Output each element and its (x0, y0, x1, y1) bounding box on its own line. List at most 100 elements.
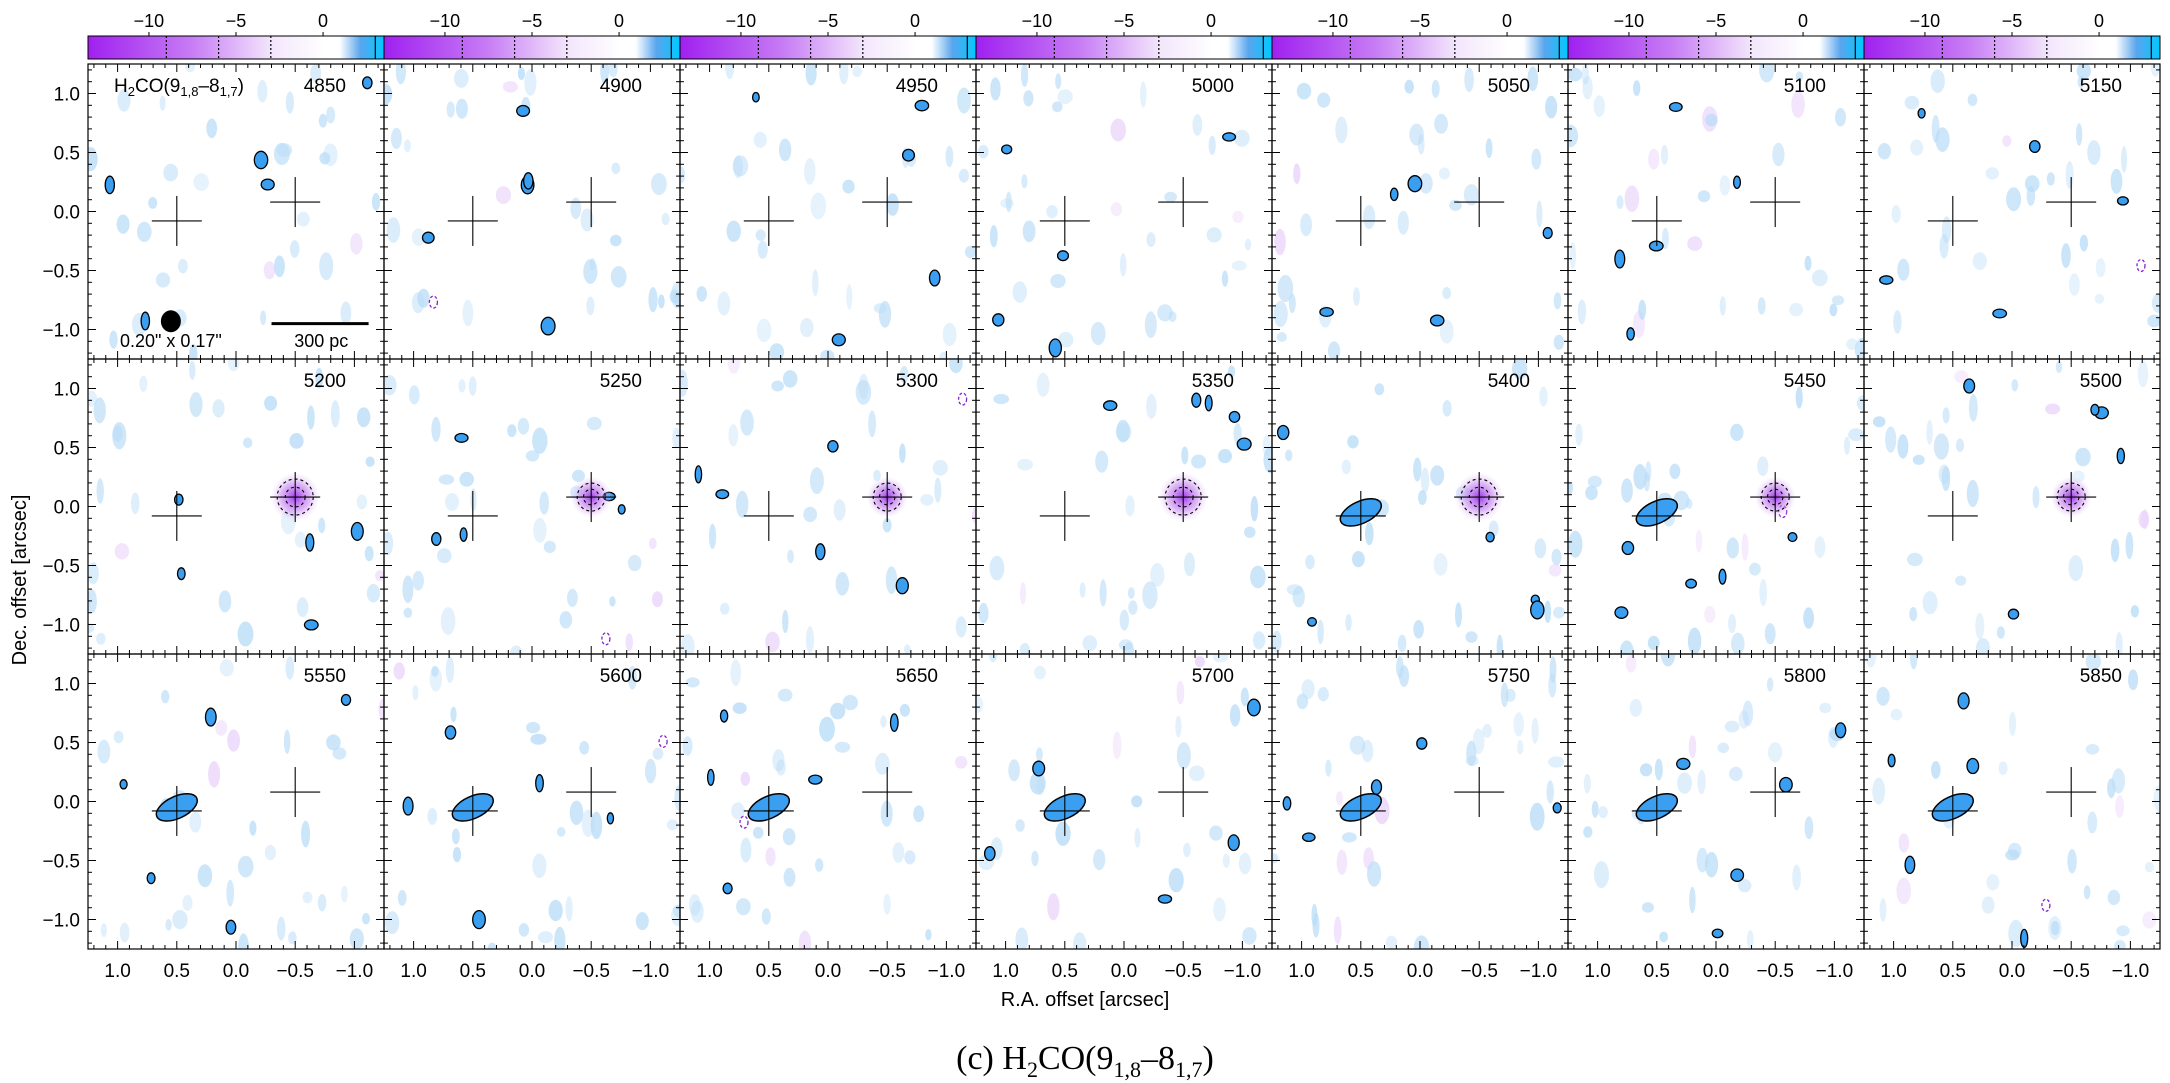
colorbar-tick-label: 0 (614, 11, 624, 31)
panel-5550: 5550 1.0 0.5 0.0 −0.5 −1.0 1.0 0.5 0.0 −0.5 −1.0 (42, 653, 385, 982)
noise-speckle (1912, 454, 1925, 465)
noise-speckle (993, 393, 1010, 405)
noise-speckle (1335, 116, 1348, 144)
noise-speckle (1095, 450, 1109, 473)
colorbar-tick-label: −5 (1114, 11, 1135, 31)
panel-5850: 5850 1.0 0.5 0.0 −0.5 −1.0 (1863, 653, 2161, 982)
noise-speckle (1188, 765, 1205, 782)
noise-speckle (810, 192, 827, 220)
channel-velocity-label: 5650 (896, 666, 938, 687)
noise-speckle (1398, 665, 1410, 687)
emission-contour (1626, 327, 1635, 341)
emission-contour (1718, 568, 1727, 585)
noise-speckle (2128, 669, 2139, 691)
emission-contour (719, 709, 729, 723)
noise-speckle (1285, 449, 1293, 462)
noise-speckle (319, 152, 331, 165)
noise-speckle (1659, 931, 1668, 943)
noise-speckle (1276, 332, 1287, 342)
emission-contour (472, 909, 486, 930)
noise-speckle (1112, 731, 1122, 760)
noise-speckle (957, 87, 971, 114)
noise-speckle (1935, 127, 1950, 152)
noise-speckle (645, 758, 657, 784)
x-tick-label: −0.5 (2052, 961, 2090, 982)
noise-speckle (452, 828, 460, 845)
noise-speckle (925, 929, 932, 941)
noise-speckle (1485, 138, 1493, 159)
emission-contour (1963, 378, 1976, 394)
noise-speckle (384, 531, 394, 556)
emission-contour (1887, 753, 1896, 768)
emission-contour (260, 178, 275, 191)
noise-speckle (852, 66, 862, 78)
noise-speckle (569, 800, 584, 825)
noise-speckle (1729, 766, 1743, 782)
noise-speckle (1896, 877, 1911, 905)
x-tick-label: 0.5 (460, 961, 486, 982)
noise-speckle (1250, 565, 1266, 589)
noise-speckle (1688, 735, 1697, 759)
noise-speckle (526, 721, 541, 734)
colorbar: −10 −5 0 (1863, 11, 2161, 60)
noise-speckle (93, 397, 106, 424)
emission-contour (1301, 832, 1316, 843)
emission-contour (815, 543, 826, 561)
noise-speckle (172, 910, 188, 930)
noise-speckle (208, 761, 221, 788)
noise-speckle (661, 212, 670, 226)
noise-speckle (384, 83, 393, 105)
emission-contour (1222, 132, 1237, 142)
noise-speckle (834, 741, 851, 753)
noise-speckle (1955, 438, 1965, 452)
emission-contour (119, 779, 128, 790)
channel-velocity-label: 5100 (1784, 76, 1826, 97)
noise-speckle (1110, 118, 1126, 142)
noise-speckle (1976, 638, 1990, 654)
noise-speckle (1641, 902, 1654, 913)
noise-speckle (1986, 874, 2000, 891)
noise-speckle (904, 644, 911, 654)
noise-speckle (2050, 920, 2060, 936)
colorbar-gradient (975, 35, 1273, 60)
noise-speckle (875, 752, 890, 775)
emission-contour (983, 846, 996, 862)
channel-velocity-label: 5400 (1488, 371, 1530, 392)
noise-speckle (899, 366, 909, 384)
emission-contour (706, 768, 715, 786)
noise-speckle (1907, 552, 1923, 567)
y-axis-label: Dec. offset [arcsec] (9, 495, 31, 666)
noise-speckle (899, 443, 906, 464)
noise-speckle (1746, 930, 1754, 949)
noise-speckle (2142, 911, 2157, 929)
noise-speckle (1531, 148, 1542, 170)
noise-speckle (1008, 759, 1020, 782)
noise-speckle (1021, 64, 1029, 87)
noise-speckle (651, 591, 663, 608)
noise-speckle (1616, 195, 1624, 210)
emission-contour (104, 175, 116, 195)
noise-speckle (1015, 927, 1029, 949)
noise-speckle (2002, 135, 2012, 147)
noise-speckle (1472, 728, 1485, 755)
noise-speckle (932, 459, 948, 476)
noise-speckle (554, 926, 566, 949)
noise-speckle (100, 923, 107, 937)
colorbar-tick-label: −5 (522, 11, 543, 31)
noise-speckle (288, 931, 297, 945)
noise-speckle (732, 155, 749, 177)
noise-speckle (310, 64, 322, 83)
emission-contour (715, 489, 730, 500)
noise-speckle (1941, 466, 1951, 492)
noise-speckle (1633, 80, 1641, 97)
colorbar: −10 −5 0 (1567, 11, 1909, 60)
noise-speckle (538, 931, 553, 944)
noise-speckle (548, 899, 563, 922)
absorption-contour (739, 815, 749, 829)
noise-speckle (769, 343, 785, 359)
emission-contour (1787, 532, 1798, 543)
noise-speckle (88, 589, 97, 614)
emission-contour (140, 311, 151, 331)
channel-velocity-label: 5300 (896, 371, 938, 392)
noise-speckle (1738, 878, 1752, 893)
